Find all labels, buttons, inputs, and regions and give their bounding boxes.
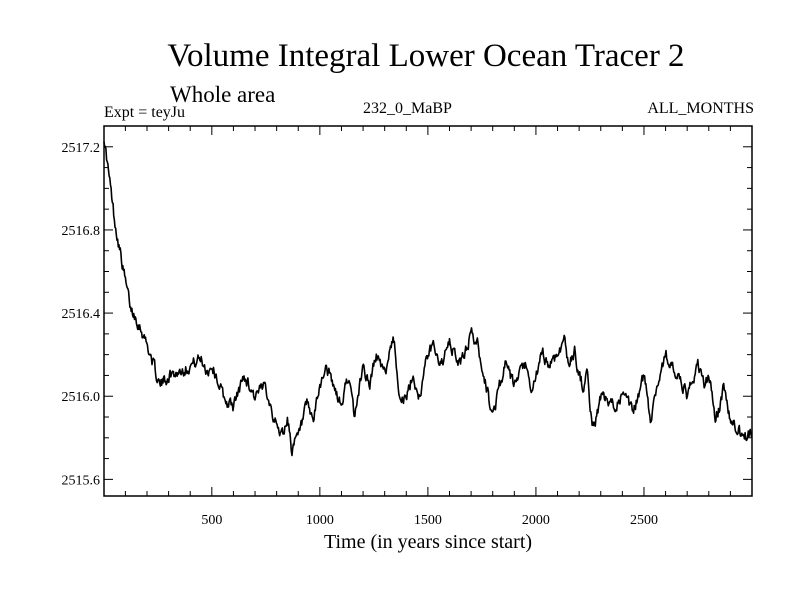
chart-title: Volume Integral Lower Ocean Tracer 2: [167, 38, 685, 74]
y-tick-label: 2516.4: [62, 307, 101, 322]
axis-tick-labels: 500 1000 1500 2000 2500 2515.6 2516.0 2516.4 251…: [62, 141, 658, 528]
x-tick-label: 500: [201, 513, 222, 528]
x-tick-label: 2500: [630, 513, 658, 528]
x-tick-label: 2000: [522, 513, 550, 528]
y-tick-label: 2516.8: [62, 224, 101, 239]
months-label: ALL_MONTHS: [647, 100, 754, 117]
x-axis-label: Time (in years since start): [323, 531, 533, 553]
experiment-label: Expt = teyJu: [104, 104, 186, 121]
y-tick-label: 2515.6: [62, 473, 101, 488]
axis-ticks: [104, 126, 752, 496]
y-tick-label: 2517.2: [62, 141, 101, 156]
chart-subtitle: Whole area: [170, 82, 276, 107]
x-tick-label: 1000: [306, 513, 334, 528]
series-line: [103, 141, 753, 457]
x-tick-label: 1500: [414, 513, 442, 528]
period-label: 232_0_MaBP: [363, 100, 452, 117]
plot-frame: [103, 125, 753, 497]
y-tick-label: 2516.0: [62, 390, 101, 405]
